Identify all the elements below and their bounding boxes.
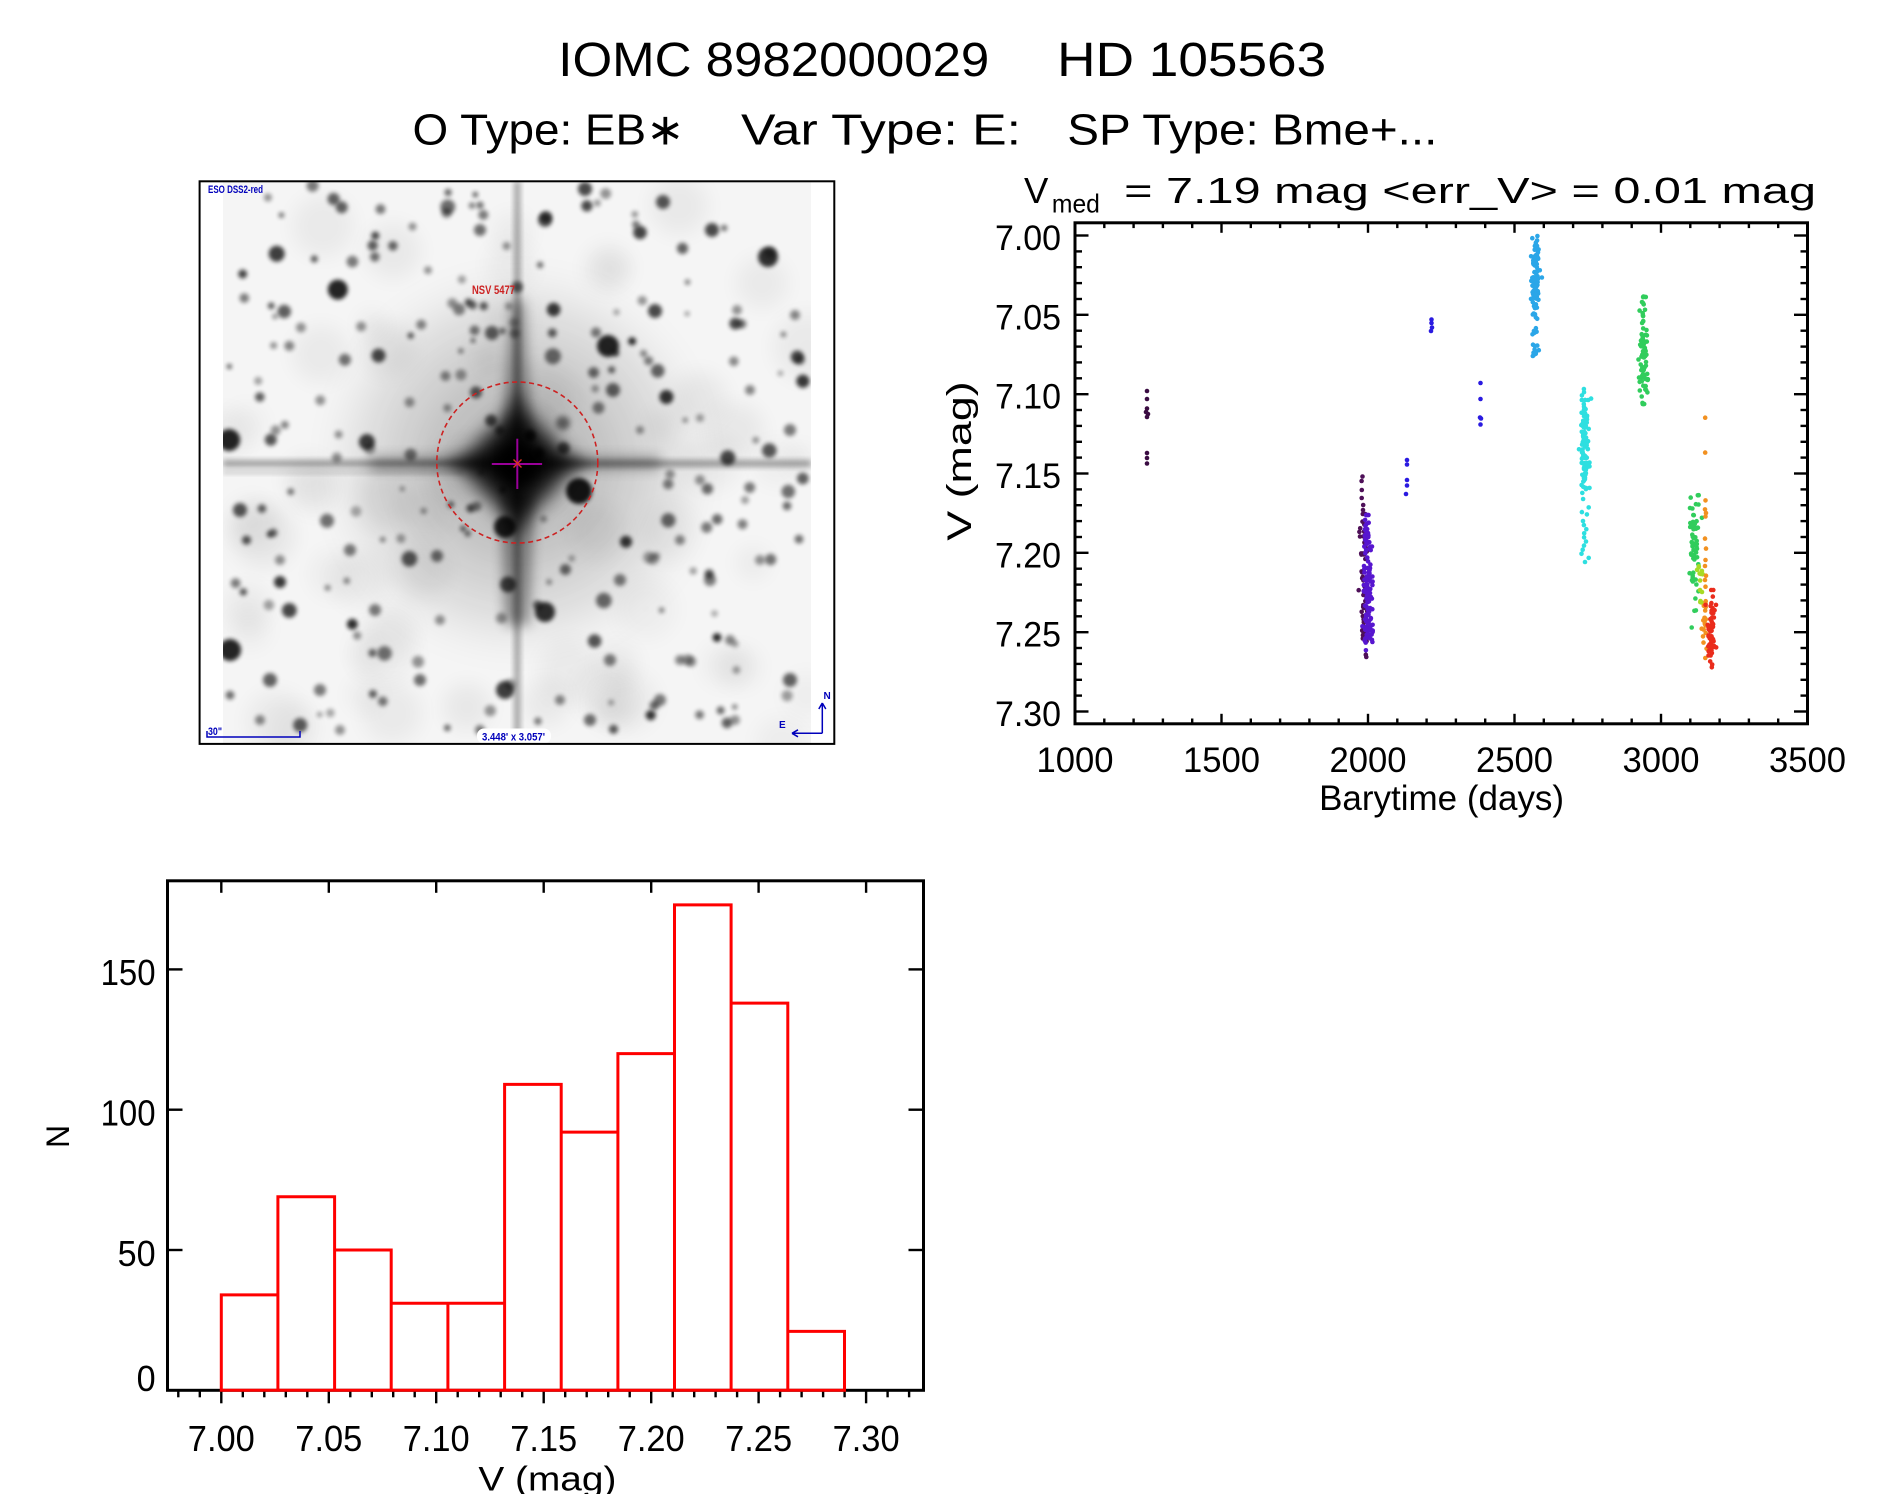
svg-text:150: 150	[101, 952, 156, 993]
svg-text:7.15: 7.15	[510, 1418, 577, 1459]
svg-text:1000: 1000	[1037, 740, 1114, 780]
svg-text:2500: 2500	[1476, 740, 1553, 780]
svg-text:3000: 3000	[1623, 740, 1700, 780]
svg-text:7.25: 7.25	[995, 615, 1061, 655]
svg-text:E: E	[779, 720, 786, 731]
svg-text:HD 105563: HD 105563	[1057, 34, 1326, 87]
svg-text:0: 0	[137, 1358, 156, 1399]
svg-text:7.10: 7.10	[403, 1418, 470, 1459]
svg-text:7.20: 7.20	[618, 1418, 685, 1459]
svg-text:V (mag): V (mag)	[478, 1461, 616, 1495]
svg-text:O Type: EB∗: O Type: EB∗	[413, 106, 685, 155]
svg-text:3.448' x 3.057': 3.448' x 3.057'	[482, 732, 545, 744]
svg-text:50: 50	[118, 1233, 156, 1274]
svg-text:SP Type: Bme+...: SP Type: Bme+...	[1067, 106, 1437, 155]
svg-text:IOMC 8982000029: IOMC 8982000029	[558, 34, 989, 87]
svg-text:NSV 5477: NSV 5477	[472, 285, 515, 297]
svg-text:30": 30"	[208, 726, 222, 738]
svg-text:7.30: 7.30	[833, 1418, 900, 1459]
svg-text:7.10: 7.10	[995, 377, 1061, 417]
svg-text:V: V	[1024, 170, 1049, 211]
svg-text:Barytime (days): Barytime (days)	[1319, 779, 1564, 818]
svg-text:7.25: 7.25	[725, 1418, 792, 1459]
svg-text:7.05: 7.05	[995, 297, 1061, 337]
svg-text:7.00: 7.00	[188, 1418, 255, 1459]
svg-text:7.05: 7.05	[295, 1418, 362, 1459]
svg-text:100: 100	[101, 1093, 156, 1134]
svg-text:7.30: 7.30	[995, 694, 1061, 734]
svg-text:= 7.19 mag <err_V> = 0.01 mag: = 7.19 mag <err_V> = 0.01 mag	[1124, 170, 1816, 211]
svg-text:7.15: 7.15	[995, 456, 1061, 496]
svg-text:V (mag): V (mag)	[941, 381, 979, 541]
svg-text:N: N	[824, 691, 831, 702]
svg-text:3500: 3500	[1769, 740, 1846, 780]
svg-text:ESO DSS2-red: ESO DSS2-red	[208, 184, 263, 196]
svg-text:7.00: 7.00	[995, 218, 1061, 258]
svg-text:Var Type: E:: Var Type: E:	[741, 106, 1021, 155]
svg-text:med: med	[1052, 188, 1100, 218]
svg-text:N: N	[40, 1125, 76, 1148]
svg-text:2000: 2000	[1330, 740, 1407, 780]
svg-text:1500: 1500	[1183, 740, 1260, 780]
svg-text:7.20: 7.20	[995, 535, 1061, 575]
